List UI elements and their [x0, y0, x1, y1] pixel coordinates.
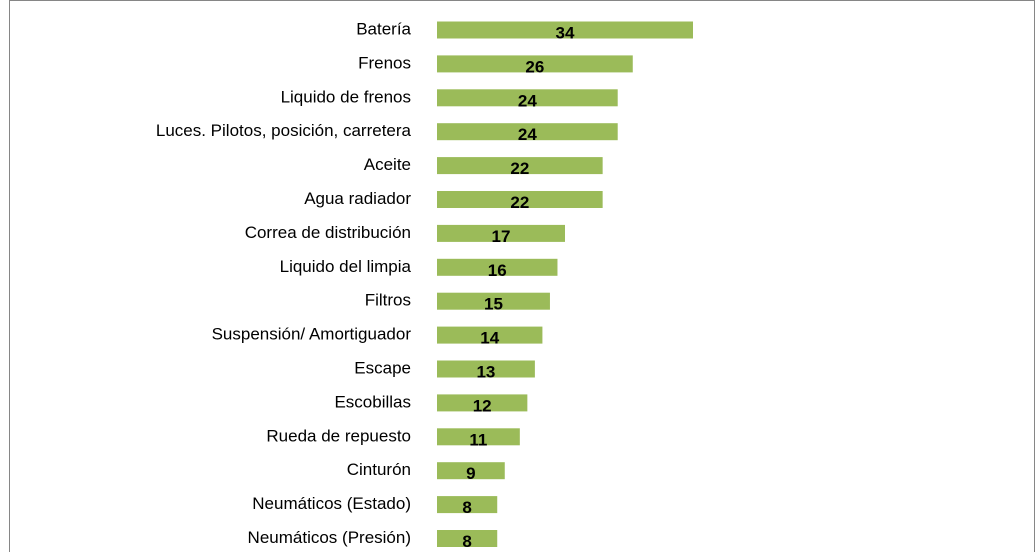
category-label: Filtros: [365, 291, 411, 310]
value-label: 8: [462, 498, 471, 517]
category-label: Aceite: [364, 155, 411, 174]
bar: [437, 428, 520, 446]
category-label: Liquido de frenos: [281, 87, 411, 106]
category-label: Neumáticos (Estado): [252, 494, 411, 513]
bar: [437, 530, 498, 547]
value-label: 8: [462, 532, 471, 551]
value-label: 11: [469, 430, 487, 449]
category-label: Escobillas: [334, 392, 411, 411]
chart-frame: [9, 0, 1035, 552]
value-label: 26: [525, 57, 544, 76]
category-label: Neumáticos (Presión): [248, 528, 411, 547]
bar: [437, 496, 498, 514]
value-label: 34: [556, 23, 575, 42]
category-label: Escape: [354, 358, 411, 377]
category-label: Agua radiador: [304, 189, 411, 208]
category-label: Batería: [356, 19, 411, 38]
value-label: 22: [510, 193, 529, 212]
category-label: Liquido del limpia: [280, 257, 412, 276]
bar: [437, 191, 603, 208]
category-label: Rueda de repuesto: [266, 426, 411, 445]
bar: [437, 258, 558, 276]
value-label: 14: [480, 329, 499, 348]
bar: [437, 360, 535, 378]
value-label: 17: [492, 227, 511, 246]
bar: [437, 394, 528, 412]
category-label: Correa de distribución: [245, 223, 411, 242]
value-label: 13: [476, 362, 495, 381]
bar: [437, 123, 618, 141]
category-label: Luces. Pilotos, posición, carretera: [156, 121, 412, 140]
value-label: 9: [466, 464, 475, 483]
category-label: Cinturón: [347, 460, 411, 479]
bar: [437, 326, 543, 344]
bar: [437, 292, 550, 310]
bar: [437, 462, 505, 480]
value-label: 24: [518, 125, 537, 144]
value-label: 15: [484, 295, 503, 314]
bar: [437, 21, 693, 39]
bar: [437, 89, 618, 107]
value-label: 16: [488, 261, 507, 280]
bar: [437, 224, 565, 242]
category-label: Frenos: [358, 53, 411, 72]
value-label: 22: [510, 159, 529, 178]
value-label: 12: [473, 396, 492, 415]
value-label: 24: [518, 91, 537, 110]
bar: [437, 55, 633, 73]
category-label: Suspensión/ Amortiguador: [212, 325, 412, 344]
bar: [437, 157, 603, 175]
